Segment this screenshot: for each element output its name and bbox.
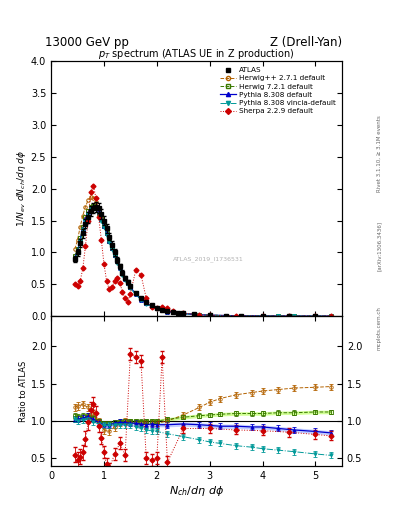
- Y-axis label: $1/N_{ev}\ dN_{ch}/d\eta\ d\phi$: $1/N_{ev}\ dN_{ch}/d\eta\ d\phi$: [15, 150, 28, 227]
- Text: 13000 GeV pp: 13000 GeV pp: [44, 36, 129, 49]
- Text: Rivet 3.1.10, ≥ 3.1M events: Rivet 3.1.10, ≥ 3.1M events: [377, 115, 382, 192]
- Text: ATLAS_2019_I1736531: ATLAS_2019_I1736531: [173, 256, 244, 262]
- Text: mcplots.cern.ch: mcplots.cern.ch: [377, 306, 382, 350]
- X-axis label: $N_{ch}/d\eta\ d\phi$: $N_{ch}/d\eta\ d\phi$: [169, 483, 224, 498]
- Y-axis label: Ratio to ATLAS: Ratio to ATLAS: [19, 360, 28, 422]
- Title: $p_T$ spectrum (ATLAS UE in Z production): $p_T$ spectrum (ATLAS UE in Z production…: [98, 47, 295, 61]
- Text: [arXiv:1306.3436]: [arXiv:1306.3436]: [377, 221, 382, 271]
- Text: Z (Drell-Yan): Z (Drell-Yan): [270, 36, 343, 49]
- Legend: ATLAS, Herwig++ 2.7.1 default, Herwig 7.2.1 default, Pythia 8.308 default, Pythi: ATLAS, Herwig++ 2.7.1 default, Herwig 7.…: [219, 65, 338, 117]
